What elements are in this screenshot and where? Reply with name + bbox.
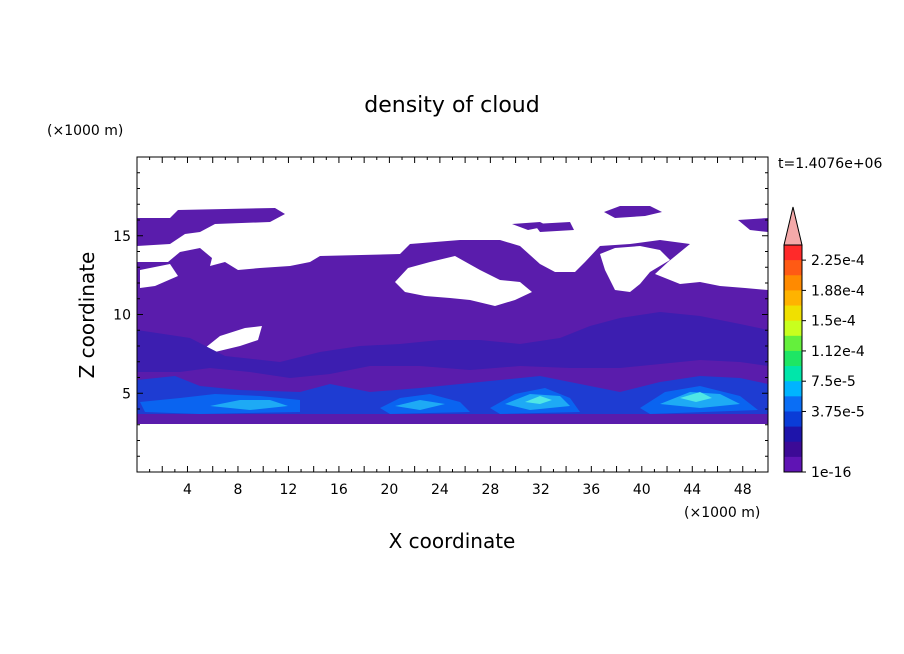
x-tick-label: 48 [734, 482, 752, 498]
colorbar-extend-arrow [783, 206, 803, 246]
colorbar-swatch [784, 350, 802, 367]
cloud-high-patch-edge [738, 218, 768, 232]
time-label: t=1.4076e+06 [778, 156, 882, 172]
x-tick-label: 44 [683, 482, 701, 498]
x-unit-label: (×1000 m) [684, 505, 760, 521]
clear-gap-4 [205, 326, 262, 352]
colorbar-swatch [784, 441, 802, 458]
chart-title: density of cloud [364, 93, 539, 118]
x-tick-label: 4 [183, 482, 192, 498]
clear-gap-2 [395, 256, 532, 306]
colorbar-swatch [784, 260, 802, 276]
colorbar-tick-label: 1e-16 [811, 465, 851, 481]
colorbar-tick-label: 7.5e-5 [811, 374, 856, 390]
y-unit-label: (×1000 m) [47, 123, 123, 139]
cloud-peak-1 [210, 400, 288, 410]
y-tick-label: 15 [113, 229, 131, 245]
x-axis-label: X coordinate [389, 529, 516, 553]
cloud-peak-core-4 [680, 392, 712, 402]
colorbar-swatch [784, 320, 802, 337]
cloud-peak-core-3 [525, 396, 552, 404]
colorbar-tick-label: 2.25e-4 [811, 253, 865, 269]
colorbar-swatch [784, 426, 802, 443]
clear-gap-1 [140, 264, 178, 288]
colorbar-tick-label: 1.88e-4 [811, 283, 865, 299]
colorbar-swatch [784, 275, 802, 291]
colorbar-swatch [784, 456, 802, 473]
x-tick-label: 32 [532, 482, 550, 498]
cloud-high-patch-left [137, 208, 285, 246]
colorbar-tick-label: 1.12e-4 [811, 344, 865, 360]
cloud-mid-band-2 [137, 360, 768, 392]
cloud-high-patch-right [604, 206, 662, 218]
colorbar-swatch [784, 396, 802, 412]
density-field [137, 206, 768, 424]
colorbar-swatch [784, 245, 802, 261]
x-tick-label: 36 [582, 482, 600, 498]
clear-gap-3 [600, 246, 670, 292]
colorbar-tick-label: 1.5e-4 [811, 314, 856, 330]
x-tick-label: 28 [481, 482, 499, 498]
cloud-bottom-edge [137, 414, 768, 424]
colorbar-swatch [784, 366, 802, 382]
x-tick-label: 40 [633, 482, 651, 498]
colorbar-swatch [784, 381, 802, 397]
colorbar: 2.25e-4 1.88e-4 1.5e-4 1.12e-4 7.5e-5 3.75e-5… [783, 206, 865, 481]
colorbar-swatch [784, 335, 802, 352]
colorbar-swatch [784, 305, 802, 322]
y-tick-label: 10 [113, 308, 131, 324]
colorbar-tick-label: 3.75e-5 [811, 404, 865, 420]
y-tick-label: 5 [122, 386, 131, 402]
colorbar-swatch [784, 290, 802, 307]
x-tick-label: 12 [280, 482, 298, 498]
x-tick-label: 16 [330, 482, 348, 498]
x-tick-label: 20 [380, 482, 398, 498]
colorbar-swatch [784, 411, 802, 428]
y-axis-label: Z coordinate [75, 252, 99, 379]
cloud-peak-2 [395, 400, 445, 410]
x-tick-label: 8 [233, 482, 242, 498]
cloud-high-patch-mid2 [534, 222, 574, 232]
x-tick-label: 24 [431, 482, 449, 498]
